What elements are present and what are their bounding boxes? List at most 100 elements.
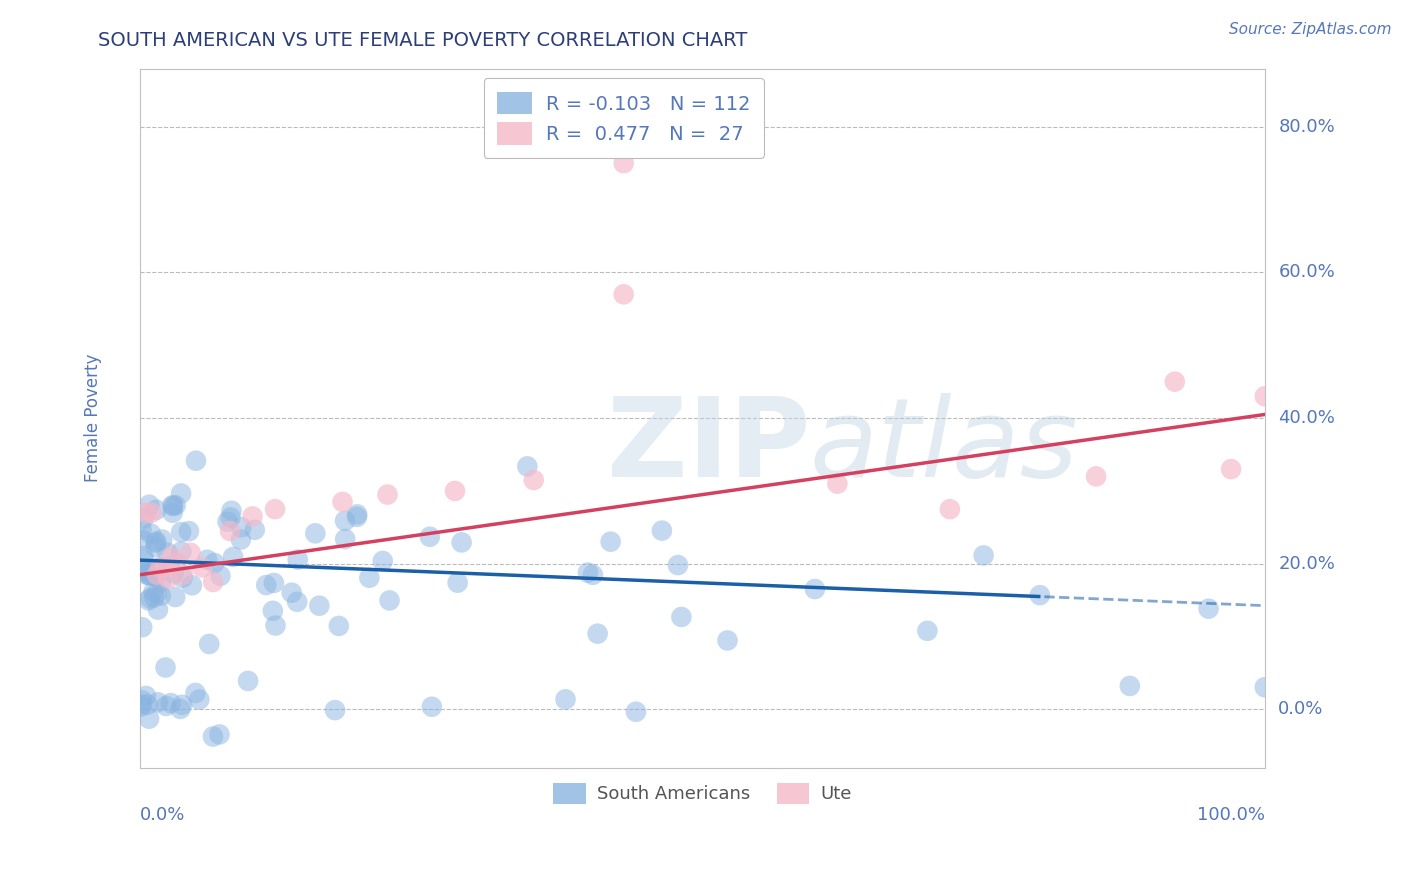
Point: [131, 693, 153, 707]
Point: [136, 698, 159, 712]
Point: [131, 620, 153, 634]
Point: [576, 566, 599, 580]
Point: [129, 699, 152, 714]
Point: [613, 287, 636, 301]
Point: [188, 692, 211, 706]
Point: [177, 524, 200, 538]
Point: [346, 510, 368, 524]
Point: [141, 506, 163, 520]
Point: [1220, 462, 1243, 476]
Point: [146, 567, 169, 582]
Point: [172, 698, 194, 712]
Point: [139, 591, 162, 606]
Point: [419, 530, 441, 544]
Point: [219, 510, 242, 524]
Point: [651, 524, 673, 538]
Point: [280, 585, 302, 599]
Point: [308, 599, 330, 613]
Point: [139, 568, 162, 582]
Point: [134, 564, 156, 578]
Point: [939, 502, 962, 516]
Point: [150, 575, 173, 590]
Point: [346, 508, 368, 522]
Point: [146, 695, 169, 709]
Point: [328, 619, 350, 633]
Point: [447, 575, 470, 590]
Point: [333, 514, 356, 528]
Point: [191, 560, 214, 574]
Point: [181, 578, 204, 592]
Point: [1254, 389, 1277, 403]
Point: [198, 637, 221, 651]
Text: 20.0%: 20.0%: [1278, 555, 1336, 573]
Text: 80.0%: 80.0%: [1278, 118, 1336, 136]
Point: [132, 511, 155, 525]
Point: [132, 549, 155, 563]
Point: [138, 712, 160, 726]
Point: [264, 502, 287, 516]
Point: [243, 523, 266, 537]
Point: [172, 567, 194, 582]
Point: [420, 699, 443, 714]
Point: [304, 526, 326, 541]
Point: [804, 582, 827, 596]
Point: [208, 727, 231, 741]
Point: [323, 703, 346, 717]
Text: 100.0%: 100.0%: [1197, 806, 1265, 824]
Point: [134, 553, 156, 567]
Point: [221, 504, 243, 518]
Point: [523, 473, 546, 487]
Point: [135, 689, 157, 703]
Text: 40.0%: 40.0%: [1278, 409, 1336, 427]
Point: [254, 578, 277, 592]
Text: ZIP: ZIP: [607, 392, 810, 500]
Point: [263, 575, 285, 590]
Point: [139, 526, 162, 541]
Point: [262, 604, 284, 618]
Point: [170, 524, 193, 539]
Point: [201, 730, 224, 744]
Text: Female Poverty: Female Poverty: [84, 354, 101, 483]
Legend: South Americans, Ute: South Americans, Ute: [546, 776, 859, 811]
Point: [162, 506, 184, 520]
Point: [444, 483, 467, 498]
Point: [135, 565, 157, 579]
Point: [172, 571, 194, 585]
Point: [135, 567, 157, 582]
Text: atlas: atlas: [810, 392, 1078, 500]
Point: [138, 593, 160, 607]
Point: [132, 533, 155, 548]
Point: [184, 686, 207, 700]
Text: 0.0%: 0.0%: [141, 806, 186, 824]
Point: [165, 557, 187, 571]
Point: [1254, 680, 1277, 694]
Point: [162, 499, 184, 513]
Point: [332, 495, 354, 509]
Point: [157, 571, 180, 585]
Text: Source: ZipAtlas.com: Source: ZipAtlas.com: [1229, 22, 1392, 37]
Point: [145, 535, 167, 549]
Point: [1198, 601, 1220, 615]
Point: [671, 610, 693, 624]
Point: [222, 549, 245, 564]
Point: [180, 546, 202, 560]
Point: [146, 586, 169, 600]
Point: [149, 560, 172, 574]
Point: [917, 624, 939, 638]
Point: [1119, 679, 1142, 693]
Point: [165, 498, 187, 512]
Point: [170, 544, 193, 558]
Point: [586, 626, 609, 640]
Point: [613, 156, 636, 170]
Text: 0.0%: 0.0%: [1278, 700, 1323, 718]
Point: [131, 523, 153, 537]
Point: [131, 698, 153, 712]
Point: [231, 520, 253, 534]
Point: [149, 560, 172, 574]
Point: [159, 696, 181, 710]
Point: [1029, 588, 1052, 602]
Point: [219, 524, 242, 538]
Point: [162, 566, 184, 581]
Point: [242, 509, 264, 524]
Point: [142, 584, 165, 599]
